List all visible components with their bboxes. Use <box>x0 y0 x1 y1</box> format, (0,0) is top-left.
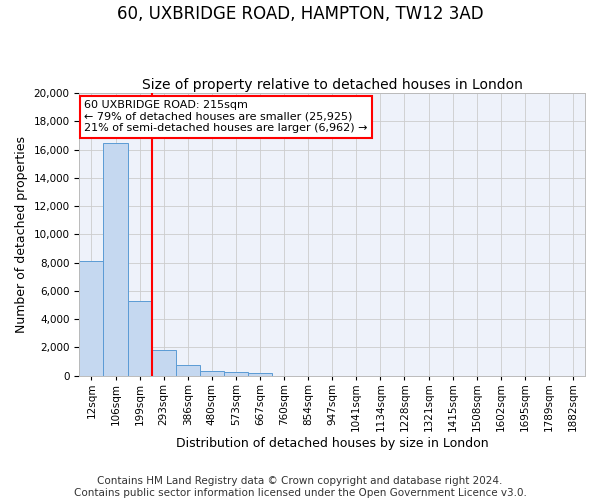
Text: Contains HM Land Registry data © Crown copyright and database right 2024.
Contai: Contains HM Land Registry data © Crown c… <box>74 476 526 498</box>
Bar <box>224 372 248 376</box>
Bar <box>128 301 152 376</box>
Bar <box>200 371 224 376</box>
Bar <box>152 350 176 376</box>
Bar <box>79 262 103 376</box>
Title: Size of property relative to detached houses in London: Size of property relative to detached ho… <box>142 78 523 92</box>
Text: 60, UXBRIDGE ROAD, HAMPTON, TW12 3AD: 60, UXBRIDGE ROAD, HAMPTON, TW12 3AD <box>116 5 484 23</box>
Bar <box>103 142 128 376</box>
Bar <box>248 372 272 376</box>
Y-axis label: Number of detached properties: Number of detached properties <box>15 136 28 333</box>
Text: 60 UXBRIDGE ROAD: 215sqm
← 79% of detached houses are smaller (25,925)
21% of se: 60 UXBRIDGE ROAD: 215sqm ← 79% of detach… <box>85 100 368 134</box>
Bar <box>176 365 200 376</box>
X-axis label: Distribution of detached houses by size in London: Distribution of detached houses by size … <box>176 437 488 450</box>
